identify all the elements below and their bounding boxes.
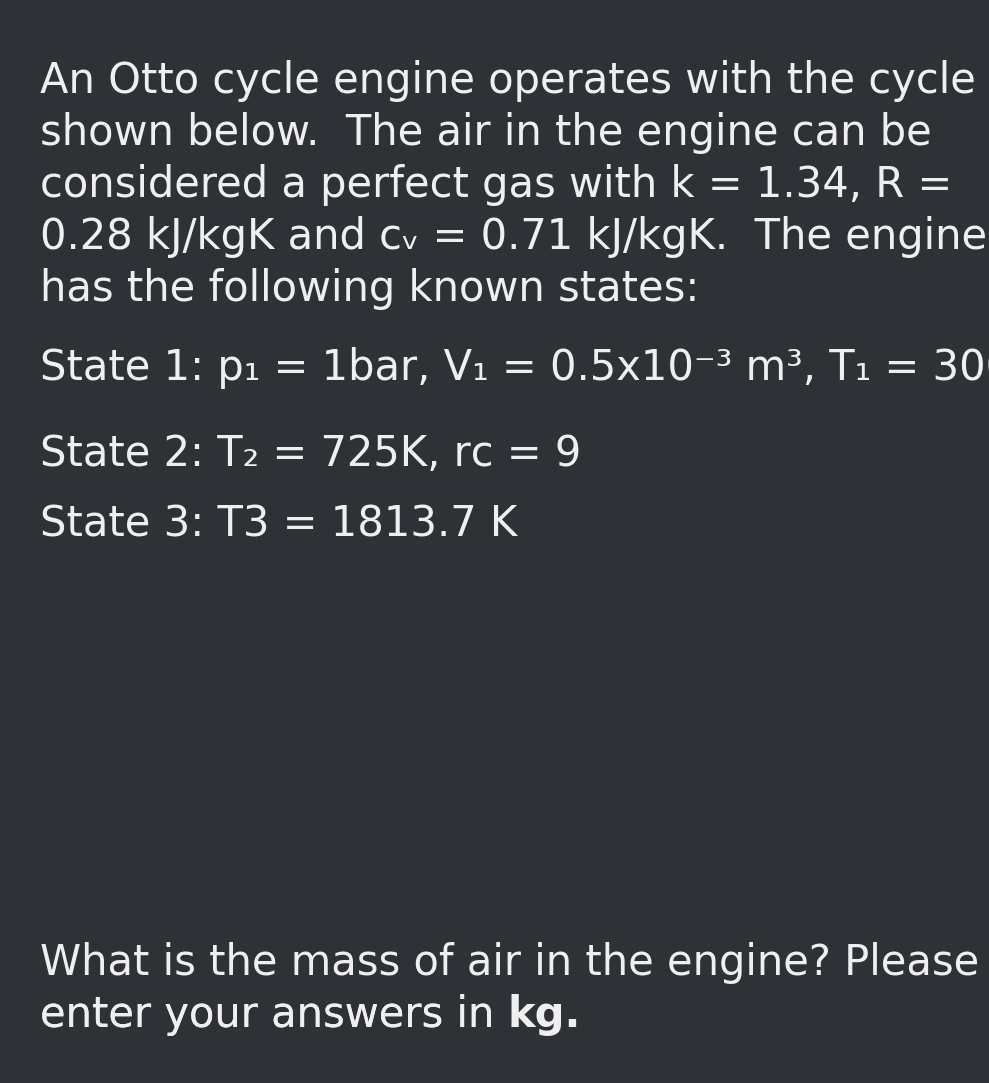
Text: 0.28 kJ/kgK and cᵥ = 0.71 kJ/kgK.  The engine: 0.28 kJ/kgK and cᵥ = 0.71 kJ/kgK. The en… [40,216,987,258]
Text: kg.: kg. [507,994,581,1036]
Text: What is the mass of air in the engine? Please: What is the mass of air in the engine? P… [40,942,979,984]
Text: An Otto cycle engine operates with the cycle: An Otto cycle engine operates with the c… [40,60,975,102]
Text: enter your answers in: enter your answers in [40,994,507,1036]
Text: considered a perfect gas with k = 1.34, R =: considered a perfect gas with k = 1.34, … [40,164,951,206]
Text: enter your answers in: enter your answers in [40,994,507,1036]
Text: shown below.  The air in the engine can be: shown below. The air in the engine can b… [40,112,932,154]
Text: has the following known states:: has the following known states: [40,268,699,310]
Text: State 1: p₁ = 1bar, V₁ = 0.5x10⁻³ m³, T₁ = 300K: State 1: p₁ = 1bar, V₁ = 0.5x10⁻³ m³, T₁… [40,347,989,389]
Text: State 2: T₂ = 725K, rᴄ = 9: State 2: T₂ = 725K, rᴄ = 9 [40,433,581,475]
Text: State 3: T3 = 1813.7 K: State 3: T3 = 1813.7 K [40,504,517,546]
